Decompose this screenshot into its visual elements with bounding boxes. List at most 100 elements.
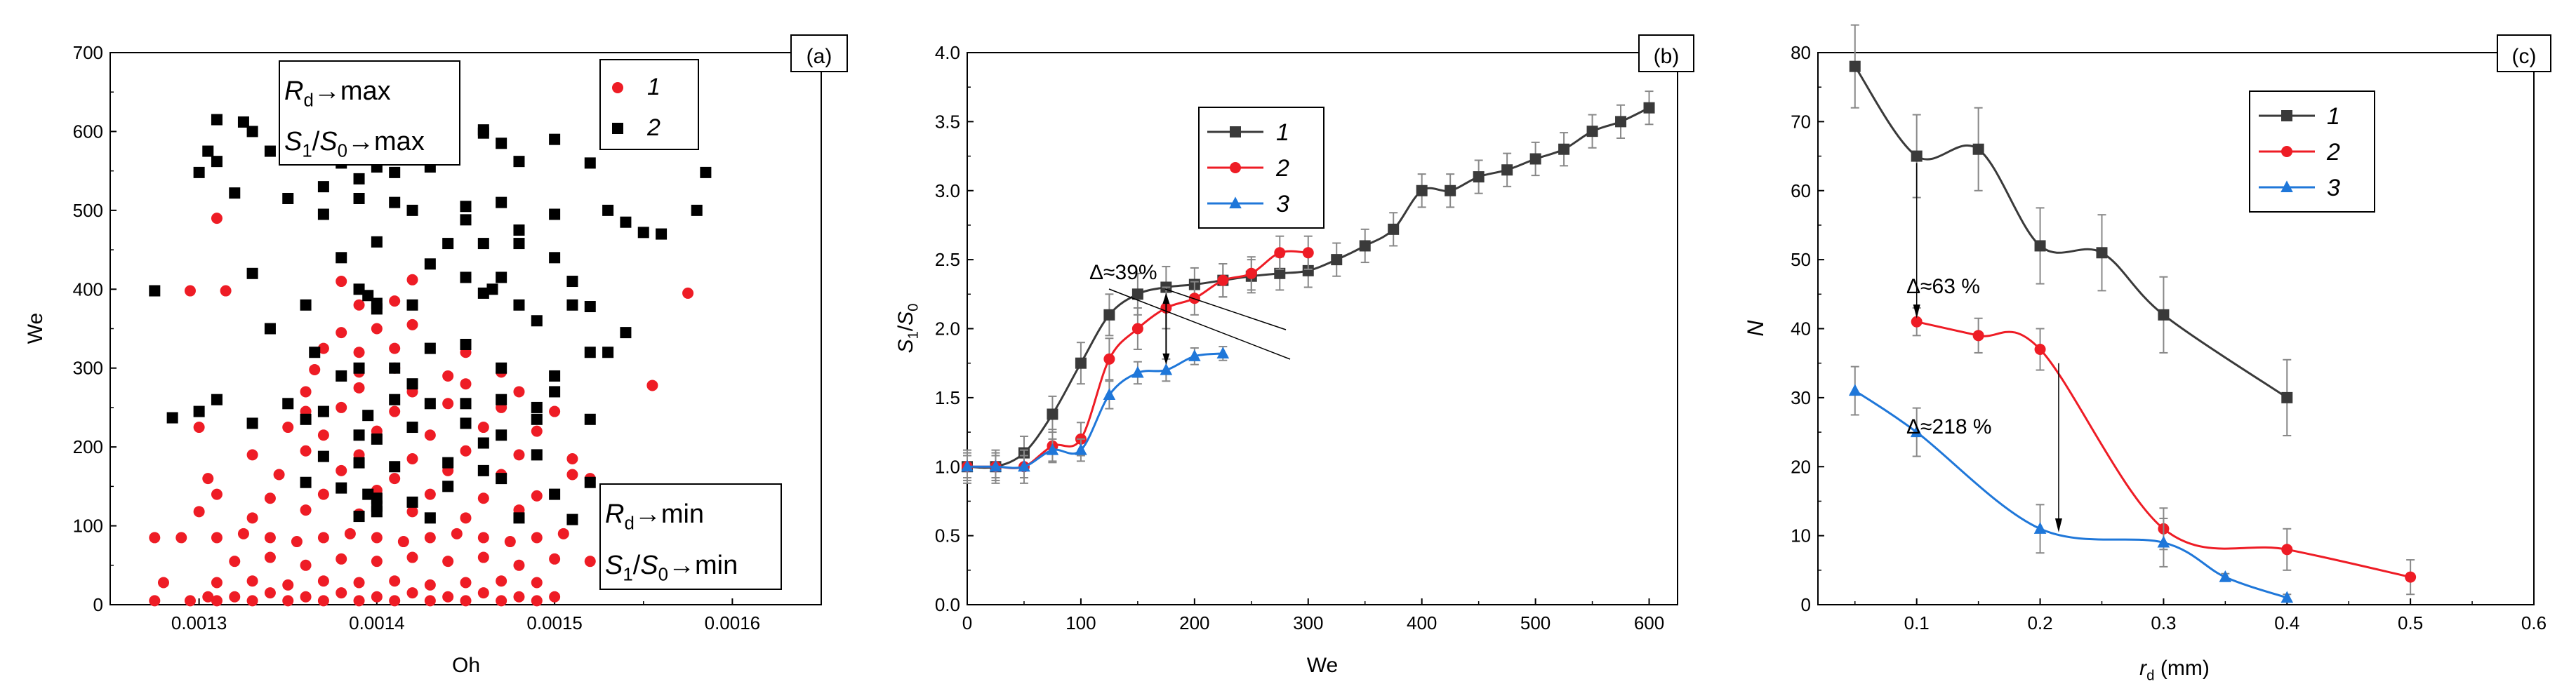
x-tick-label: 0.0015 [526, 612, 583, 633]
legend-label-3: 3 [1276, 191, 1289, 217]
scatter-point-series-1 [264, 587, 276, 599]
annotation-top-line1-part: R [284, 76, 303, 106]
scatter-point-series-1 [442, 556, 454, 568]
scatter-point-series-1 [424, 488, 436, 500]
scatter-point-series-2 [336, 252, 347, 264]
annotation-top-line2-part: 1 [302, 142, 312, 161]
legend-label-1: 1 [1276, 119, 1289, 146]
annotation-top-line1-part: d [303, 91, 313, 111]
scatter-point-series-1 [353, 299, 365, 311]
scatter-point-series-1 [406, 318, 418, 330]
scatter-point-series-2 [424, 512, 436, 524]
panel-a-scatter: 0.0013 0.0014 0.0015 0.00160100200300400500… [24, 34, 848, 677]
y-tick-label: 0.0 [935, 594, 960, 615]
data-point-series-2 [1911, 316, 1923, 328]
data-point-series-2 [2405, 571, 2417, 583]
scatter-point-series-2 [513, 224, 525, 236]
scatter-point-series-2 [584, 301, 596, 313]
legend-marker-2 [612, 123, 623, 134]
y-axis-title-part: S [894, 340, 917, 354]
scatter-point-series-2 [584, 157, 596, 169]
legend-marker-2 [2281, 146, 2292, 157]
scatter-point-series-1 [353, 382, 365, 394]
data-point-series-2 [1217, 274, 1229, 286]
scatter-point-series-2 [193, 166, 205, 178]
annotation-top-line2-part: S [284, 127, 302, 156]
data-point-series-1 [1416, 184, 1428, 196]
x-axis-title: We [1307, 654, 1338, 677]
scatter-point-series-2 [531, 315, 543, 327]
panel-c-line-chart: 0.1 0.2 0.3 0.4 0.5 0.6 0 10 20 30 40 50 60 70 80 (c) rd… [1743, 24, 2551, 684]
scatter-point-series-2 [620, 327, 632, 339]
legend-box [599, 59, 699, 150]
y-tick-label: 50 [1791, 249, 1811, 270]
scatter-point-series-1 [344, 528, 356, 539]
y-tick-label: 30 [1791, 387, 1811, 408]
panel-label-box [1638, 34, 1694, 72]
data-point-series-2 [1972, 330, 1984, 342]
data-point-series-1 [1445, 184, 1456, 196]
legend-marker-1 [612, 82, 623, 93]
scatter-point-series-1 [442, 370, 454, 382]
x-tick-label: 0.0014 [349, 612, 405, 633]
scatter-point-series-2 [406, 496, 418, 508]
scatter-point-series-1 [424, 579, 436, 591]
scatter-point-series-1 [273, 469, 285, 481]
legend-label-2: 2 [2326, 139, 2340, 166]
scatter-point-series-1 [246, 449, 258, 461]
scatter-point-series-1 [211, 577, 223, 589]
legend-label-2: 2 [646, 114, 660, 141]
data-point-series-1 [1047, 408, 1058, 420]
scatter-point-series-1 [193, 506, 205, 518]
scatter-point-series-2 [460, 417, 472, 429]
scatter-point-series-2 [424, 398, 436, 410]
scatter-point-series-1 [460, 445, 472, 457]
scatter-point-series-2 [584, 347, 596, 358]
scatter-point-series-2 [300, 299, 312, 311]
x-tick-label: 0.2 [2027, 612, 2052, 633]
scatter-point-series-1 [211, 595, 223, 607]
scatter-point-series-1 [149, 532, 161, 544]
x-axis-title-part: (mm) [2155, 657, 2210, 680]
y-tick-label: 1.5 [935, 387, 960, 408]
data-point-series-3 [1160, 363, 1173, 375]
data-point-series-3 [1216, 347, 1230, 358]
y-tick-label: 40 [1791, 318, 1811, 340]
data-point-series-3 [1131, 365, 1144, 378]
scatter-point-series-1 [504, 536, 516, 548]
scatter-point-series-2 [353, 429, 365, 441]
scatter-point-series-1 [157, 577, 169, 589]
annotation-bottom-line1-part: →min [635, 499, 704, 529]
scatter-point-series-1 [496, 595, 507, 607]
scatter-point-series-1 [531, 425, 543, 437]
scatter-point-series-2 [309, 347, 321, 358]
scatter-point-series-1 [397, 536, 409, 548]
scatter-point-series-1 [353, 595, 365, 607]
scatter-point-series-2 [496, 271, 507, 283]
scatter-point-series-1 [317, 575, 329, 587]
scatter-point-series-1 [336, 401, 347, 413]
scatter-point-series-1 [531, 595, 543, 607]
scatter-point-series-2 [282, 398, 294, 410]
scatter-point-series-1 [460, 577, 472, 589]
x-axis-title-part: r [2139, 657, 2147, 680]
x-tick-label: 400 [1407, 612, 1437, 633]
scatter-point-series-2 [317, 181, 329, 193]
scatter-point-series-1 [584, 556, 596, 568]
scatter-point-series-2 [406, 299, 418, 311]
scatter-point-series-1 [211, 532, 223, 544]
scatter-point-series-1 [566, 469, 578, 481]
data-point-series-1 [2034, 240, 2046, 252]
x-axis-title-part: d [2146, 669, 2154, 684]
scatter-point-series-2 [477, 437, 489, 449]
x-tick-label: 0.0016 [705, 612, 761, 633]
scatter-point-series-1 [477, 551, 489, 563]
scatter-point-series-2 [637, 227, 649, 239]
annotation-bottom-line1-part: R [605, 499, 624, 529]
scatter-point-series-1 [282, 595, 294, 607]
scatter-point-series-2 [477, 464, 489, 476]
series-line-3 [967, 352, 1223, 469]
annotation-top-line2-part: / [312, 127, 320, 156]
delta-arrow-head [1913, 304, 1920, 318]
scatter-point-series-2 [460, 214, 472, 226]
